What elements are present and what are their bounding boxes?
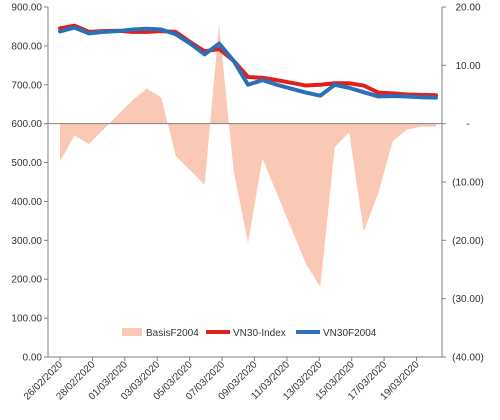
legend: BasisF2004 VN30-Index VN30F2004	[122, 328, 377, 339]
left-tick-label: 500.00	[11, 158, 42, 169]
series-area-basisf2004	[60, 24, 436, 287]
legend-label-vn30f2004: VN30F2004	[323, 328, 377, 339]
legend-label-vn30-index: VN30-Index	[233, 328, 286, 339]
right-axis-ticks: (40.00) (30.00) (20.00) (10.00) - 10.00 20.00	[442, 3, 484, 364]
left-tick-label: 300.00	[11, 236, 42, 247]
left-tick-label: 900.00	[11, 3, 42, 14]
right-tick-label: -	[466, 119, 469, 130]
left-tick-label: 800.00	[11, 41, 42, 52]
left-tick-label: 0.00	[23, 353, 43, 364]
left-tick-label: 600.00	[11, 119, 42, 130]
right-tick-label: 20.00	[455, 3, 480, 14]
left-tick-label: 400.00	[11, 197, 42, 208]
left-axis-ticks: 0.00 100.00 200.00 300.00 400.00 500.00 600.00…	[11, 3, 48, 364]
right-tick-label: 10.00	[455, 61, 480, 72]
legend-swatch-basisf2004	[122, 328, 142, 336]
line-layer	[58, 23, 438, 100]
left-tick-label: 200.00	[11, 275, 42, 286]
left-tick-label: 700.00	[11, 80, 42, 91]
legend-label-basisf2004: BasisF2004	[146, 328, 199, 339]
right-tick-label: (40.00)	[452, 353, 484, 364]
right-tick-label: (10.00)	[452, 178, 484, 189]
area-layer	[60, 24, 436, 287]
left-tick-label: 100.00	[11, 314, 42, 325]
series-line-vn30f2004	[58, 25, 438, 100]
right-tick-label: (20.00)	[452, 236, 484, 247]
x-axis-ticks: 26/02/202028/02/202001/03/202003/03/2020…	[22, 357, 422, 403]
right-tick-label: (30.00)	[452, 294, 484, 305]
